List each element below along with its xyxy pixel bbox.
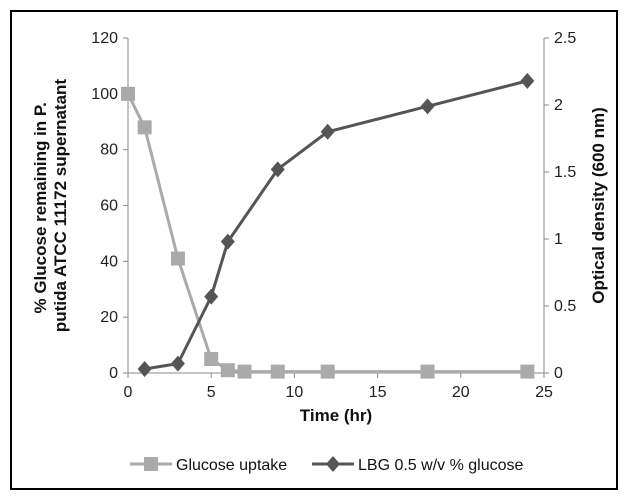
right-tick-label: 1 xyxy=(554,231,563,248)
legend-item-lbg: LBG 0.5 w/v % glucose xyxy=(312,456,524,474)
legend: Glucose uptake LBG 0.5 w/v % glucose xyxy=(130,456,524,474)
data-point-glucose-uptake xyxy=(121,86,135,101)
data-point-lbg xyxy=(220,233,235,250)
series-line-1 xyxy=(144,79,528,371)
legend-marker-diamond xyxy=(326,456,340,472)
left-tick-label: 80 xyxy=(100,142,118,159)
data-point-glucose-uptake xyxy=(237,364,252,379)
data-point-lbg xyxy=(320,123,335,140)
data-point-glucose-uptake xyxy=(137,120,152,135)
data-point-lbg xyxy=(204,288,219,305)
left-tick-label: 120 xyxy=(91,30,118,47)
left-tick-label: 100 xyxy=(91,86,118,103)
left-y-axis-label-line-2: putida ATCC 11172 supernatant xyxy=(51,79,70,333)
x-axis-label: Time (hr) xyxy=(300,406,372,425)
data-point-glucose-uptake xyxy=(320,364,335,379)
data-point-lbg xyxy=(520,72,535,89)
data-point-lbg xyxy=(170,355,185,372)
series-line-0 xyxy=(126,93,528,374)
x-tick-label: 15 xyxy=(369,384,387,401)
tick-marks xyxy=(123,37,549,378)
right-tick-label: 0 xyxy=(554,365,563,382)
dual-axis-line-chart: 0 20 40 60 80 100 120 0 0.5 1 1.5 2 2.5 0 5 10 15 20 25 Ti… xyxy=(31,30,608,474)
data-point-glucose-uptake xyxy=(420,364,435,379)
x-tick-label: 10 xyxy=(286,384,304,401)
left-tick-label: 0 xyxy=(109,365,118,382)
data-point-lbg xyxy=(137,360,152,377)
x-tick-label: 25 xyxy=(535,384,553,401)
legend-marker-square xyxy=(144,457,158,471)
left-tick-label: 40 xyxy=(100,253,118,270)
data-point-glucose-uptake xyxy=(220,363,235,378)
x-tick-label: 0 xyxy=(124,384,133,401)
axes xyxy=(127,38,545,374)
chart-frame: 0 20 40 60 80 100 120 0 0.5 1 1.5 2 2.5 0 5 10 15 20 25 Ti… xyxy=(10,10,618,490)
right-y-axis-label: Optical density (600 nm) xyxy=(589,107,608,304)
right-tick-label: 2 xyxy=(554,97,563,114)
left-tick-label: 60 xyxy=(100,198,118,215)
data-point-glucose-uptake xyxy=(170,251,185,266)
data-point-glucose-uptake xyxy=(204,352,219,367)
x-tick-label: 5 xyxy=(207,384,216,401)
series-layer xyxy=(121,72,535,379)
left-y-axis-label-line-1: % Glucose remaining in P. xyxy=(31,102,50,313)
right-tick-label: 2.5 xyxy=(554,30,576,47)
data-point-lbg xyxy=(420,98,435,115)
right-tick-label: 0.5 xyxy=(554,298,576,315)
legend-label-lbg: LBG 0.5 w/v % glucose xyxy=(358,457,524,474)
left-y-axis-label: % Glucose remaining in P. putida ATCC 11… xyxy=(31,79,70,333)
data-point-lbg xyxy=(270,161,285,178)
x-tick-label: 20 xyxy=(452,384,470,401)
legend-item-glucose-uptake: Glucose uptake xyxy=(130,457,287,474)
left-tick-label: 20 xyxy=(100,309,118,326)
data-point-glucose-uptake xyxy=(270,364,285,379)
tick-labels: 0 20 40 60 80 100 120 0 0.5 1 1.5 2 2.5 0 5 10 15 20 25 xyxy=(91,30,576,401)
legend-label-glucose-uptake: Glucose uptake xyxy=(176,457,287,474)
data-point-glucose-uptake xyxy=(520,364,535,379)
right-tick-label: 1.5 xyxy=(554,164,576,181)
